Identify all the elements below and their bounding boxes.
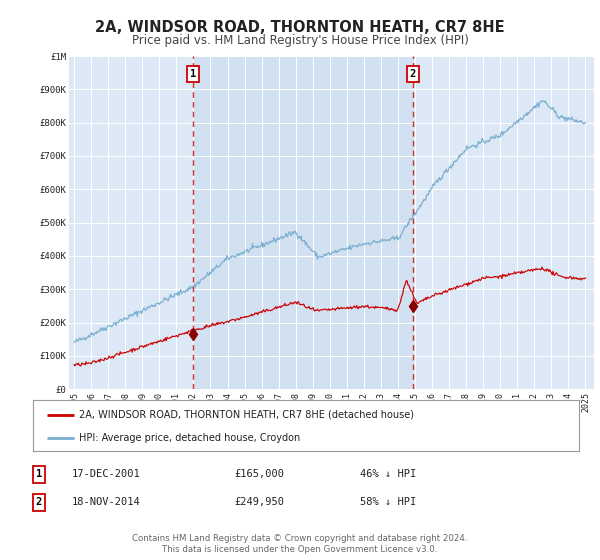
- Text: 46% ↓ HPI: 46% ↓ HPI: [360, 469, 416, 479]
- Text: 18-NOV-2014: 18-NOV-2014: [72, 497, 141, 507]
- Text: 2A, WINDSOR ROAD, THORNTON HEATH, CR7 8HE (detached house): 2A, WINDSOR ROAD, THORNTON HEATH, CR7 8H…: [79, 409, 415, 419]
- Text: 17-DEC-2001: 17-DEC-2001: [72, 469, 141, 479]
- Bar: [193, 56, 413, 389]
- Text: 1: 1: [190, 69, 196, 80]
- Text: Contains HM Land Registry data © Crown copyright and database right 2024.
This d: Contains HM Land Registry data © Crown c…: [132, 534, 468, 554]
- Text: £249,950: £249,950: [234, 497, 284, 507]
- Text: 1: 1: [36, 469, 42, 479]
- Text: 2: 2: [410, 69, 416, 80]
- Text: 2: 2: [36, 497, 42, 507]
- Text: Price paid vs. HM Land Registry's House Price Index (HPI): Price paid vs. HM Land Registry's House …: [131, 34, 469, 46]
- Text: 2A, WINDSOR ROAD, THORNTON HEATH, CR7 8HE: 2A, WINDSOR ROAD, THORNTON HEATH, CR7 8H…: [95, 20, 505, 35]
- Text: HPI: Average price, detached house, Croydon: HPI: Average price, detached house, Croy…: [79, 433, 301, 443]
- Text: 58% ↓ HPI: 58% ↓ HPI: [360, 497, 416, 507]
- Text: £165,000: £165,000: [234, 469, 284, 479]
